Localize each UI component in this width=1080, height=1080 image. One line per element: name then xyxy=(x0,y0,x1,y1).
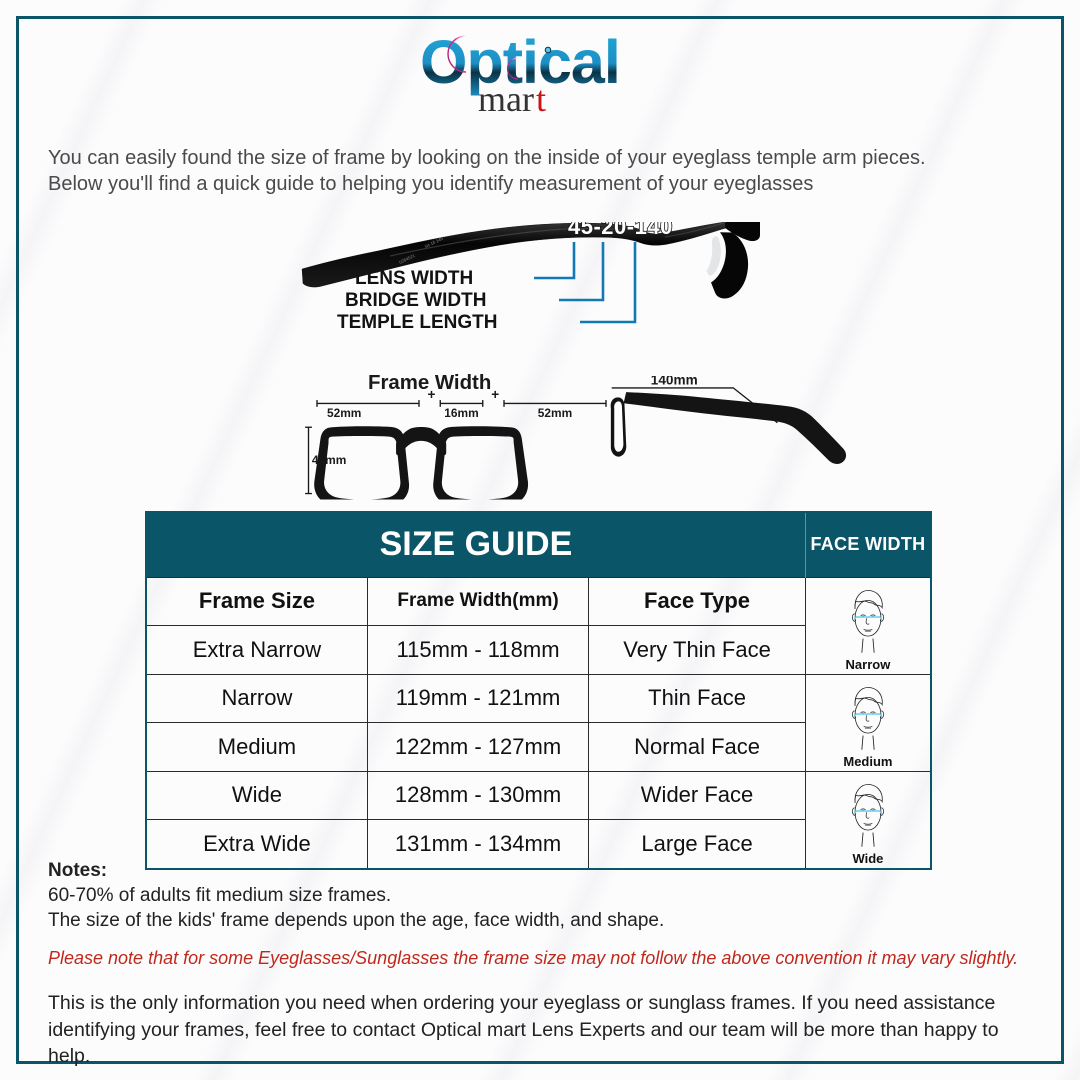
svg-text:45-20-140: 45-20-140 xyxy=(568,222,673,239)
svg-text:52mm: 52mm xyxy=(538,406,572,420)
svg-text:mar: mar xyxy=(478,79,534,114)
svg-text:BRIDGE WIDTH: BRIDGE WIDTH xyxy=(345,290,486,311)
svg-text:TEMPLE LENGTH: TEMPLE LENGTH xyxy=(337,312,497,333)
svg-text:140mm: 140mm xyxy=(651,376,698,388)
svg-text:+: + xyxy=(428,387,436,402)
svg-text:52mm: 52mm xyxy=(327,406,361,420)
svg-text:+: + xyxy=(491,387,499,402)
svg-text:LENS WIDTH: LENS WIDTH xyxy=(355,268,473,289)
svg-text:t: t xyxy=(536,79,546,114)
svg-text:16mm: 16mm xyxy=(444,406,478,420)
